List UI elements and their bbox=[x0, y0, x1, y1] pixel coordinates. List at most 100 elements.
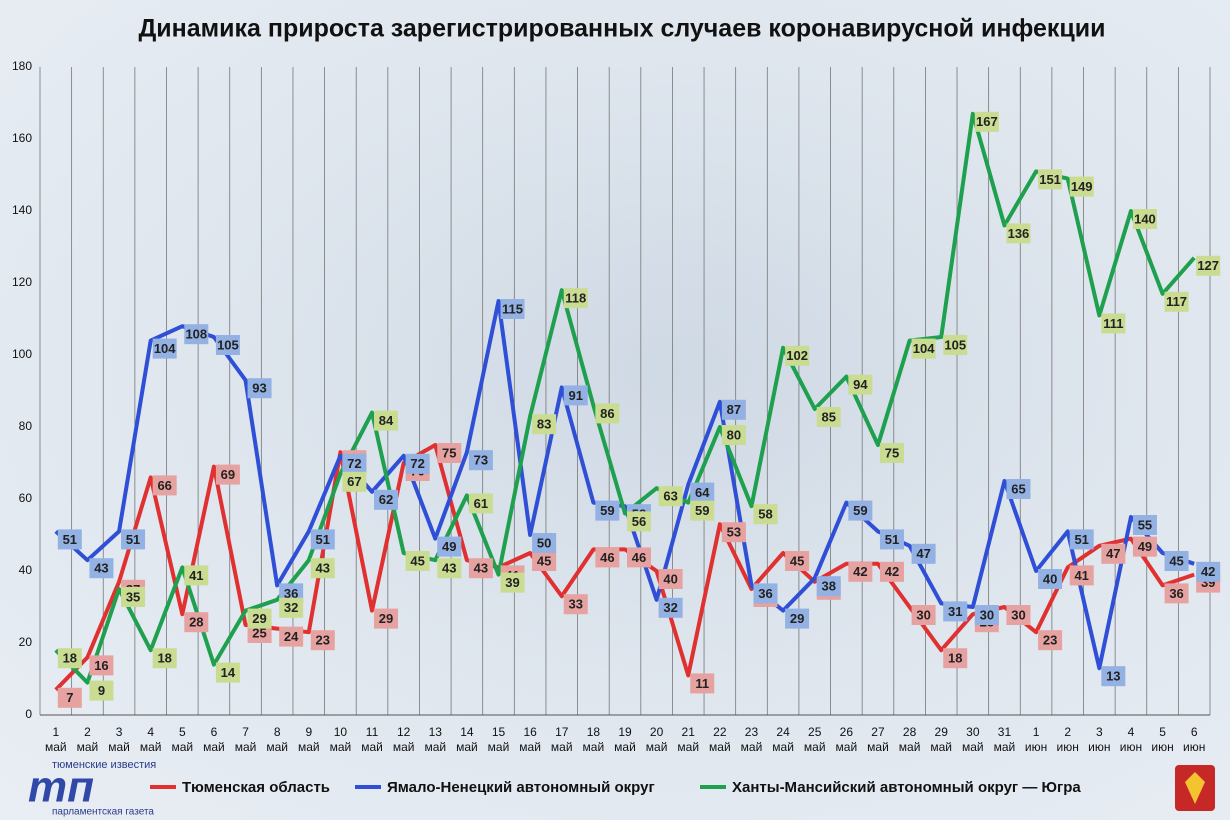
value-label-box bbox=[1132, 209, 1157, 229]
value-label-box bbox=[1006, 479, 1031, 499]
value-label-box bbox=[1132, 536, 1157, 557]
value-label-box bbox=[753, 504, 778, 525]
value-label-box bbox=[500, 299, 525, 319]
value-label: 61 bbox=[474, 496, 488, 511]
value-label-box bbox=[627, 547, 651, 568]
value-label-box bbox=[279, 626, 304, 647]
value-label-box bbox=[1069, 176, 1094, 197]
value-label: 40 bbox=[1043, 571, 1057, 586]
value-label: 29 bbox=[379, 611, 393, 626]
value-label-box bbox=[405, 453, 430, 474]
value-label-box bbox=[1038, 630, 1063, 651]
value-label: 43 bbox=[94, 561, 108, 576]
value-label-box bbox=[532, 533, 557, 553]
value-label: 13 bbox=[1106, 669, 1120, 684]
value-label-box bbox=[816, 407, 841, 427]
value-label-box bbox=[1038, 169, 1063, 190]
value-label-box bbox=[721, 399, 746, 420]
value-label-box bbox=[943, 335, 968, 355]
value-label: 28 bbox=[189, 615, 203, 630]
value-label-box bbox=[943, 648, 968, 669]
legend-label: Ямало-Ненецкий автономный округ bbox=[387, 779, 655, 796]
value-label-box bbox=[785, 551, 810, 571]
value-label: 42 bbox=[885, 564, 899, 579]
value-label-box bbox=[121, 529, 146, 550]
value-label: 51 bbox=[1074, 532, 1088, 547]
value-label: 50 bbox=[537, 535, 551, 550]
value-label-box bbox=[848, 500, 873, 521]
value-label-box bbox=[468, 558, 493, 579]
x-tick-label: 1 июн bbox=[1024, 725, 1048, 754]
value-label-box bbox=[785, 608, 810, 629]
x-tick-label: 31 май bbox=[993, 725, 1016, 754]
x-tick-label: 5 май bbox=[171, 725, 194, 754]
value-label: 87 bbox=[727, 402, 741, 417]
value-label-box bbox=[1006, 605, 1031, 625]
value-label: 45 bbox=[410, 553, 424, 568]
value-label-box bbox=[152, 475, 177, 496]
x-tick-label: 22 май bbox=[709, 725, 731, 754]
value-label-box bbox=[184, 324, 209, 345]
value-label-box bbox=[658, 569, 683, 589]
value-label: 105 bbox=[217, 337, 239, 352]
value-label: 51 bbox=[63, 532, 77, 547]
value-label-box bbox=[89, 680, 114, 701]
value-label-box bbox=[658, 486, 683, 507]
value-label-box bbox=[310, 630, 335, 651]
value-label-box bbox=[342, 471, 367, 492]
value-label-box bbox=[974, 111, 999, 132]
value-label-box bbox=[753, 583, 778, 604]
x-tick-label: 9 май bbox=[297, 725, 320, 754]
value-label-box bbox=[152, 648, 177, 669]
value-label-box bbox=[1101, 313, 1126, 334]
value-label: 104 bbox=[154, 341, 176, 356]
x-tick-label: 19 май bbox=[614, 725, 636, 754]
value-label-box bbox=[215, 662, 240, 683]
value-label-box bbox=[374, 410, 399, 431]
value-label: 40 bbox=[663, 571, 677, 586]
x-tick-label: 17 май bbox=[550, 725, 573, 754]
x-tick-label: 13 май bbox=[424, 725, 447, 754]
y-tick-label: 80 bbox=[19, 419, 33, 433]
legend-label: Ханты-Мансийский автономный округ — Югра bbox=[732, 779, 1081, 796]
value-label-box bbox=[974, 605, 999, 625]
value-label: 49 bbox=[1138, 539, 1152, 554]
value-label-box bbox=[1132, 515, 1157, 535]
value-label-box bbox=[152, 338, 177, 359]
value-label: 149 bbox=[1071, 179, 1093, 194]
value-label-box bbox=[563, 594, 588, 615]
value-label: 29 bbox=[252, 611, 266, 626]
value-label: 30 bbox=[980, 607, 994, 622]
value-label-box bbox=[1038, 569, 1063, 589]
value-label-box bbox=[627, 511, 651, 532]
value-label-box bbox=[595, 403, 620, 424]
value-label-box bbox=[184, 612, 209, 633]
value-label: 36 bbox=[758, 586, 772, 601]
value-label: 43 bbox=[316, 561, 330, 576]
x-tick-label: 18 май bbox=[582, 725, 605, 754]
value-label-box bbox=[437, 558, 462, 579]
value-label: 69 bbox=[221, 467, 235, 482]
emblem bbox=[1175, 765, 1215, 811]
value-label-box bbox=[468, 493, 493, 514]
value-label-box bbox=[437, 443, 462, 463]
value-label: 55 bbox=[1138, 517, 1152, 532]
value-label-box bbox=[879, 443, 904, 463]
value-label: 42 bbox=[853, 564, 867, 579]
value-label-box bbox=[690, 673, 715, 694]
value-label: 31 bbox=[948, 604, 962, 619]
x-tick-label: 16 май bbox=[519, 725, 541, 754]
x-tick-label: 20 май bbox=[645, 725, 668, 754]
value-label-box bbox=[911, 605, 936, 625]
value-label: 33 bbox=[569, 597, 583, 612]
value-label: 118 bbox=[565, 291, 586, 306]
x-tick-label: 6 июн bbox=[1183, 725, 1206, 754]
value-label: 35 bbox=[126, 589, 140, 604]
value-label-box bbox=[310, 529, 335, 550]
value-label-box bbox=[1164, 291, 1189, 312]
value-label-box bbox=[911, 338, 936, 359]
value-label: 127 bbox=[1197, 258, 1219, 273]
x-tick-label: 8 май bbox=[266, 725, 288, 754]
value-label-box bbox=[879, 529, 904, 550]
